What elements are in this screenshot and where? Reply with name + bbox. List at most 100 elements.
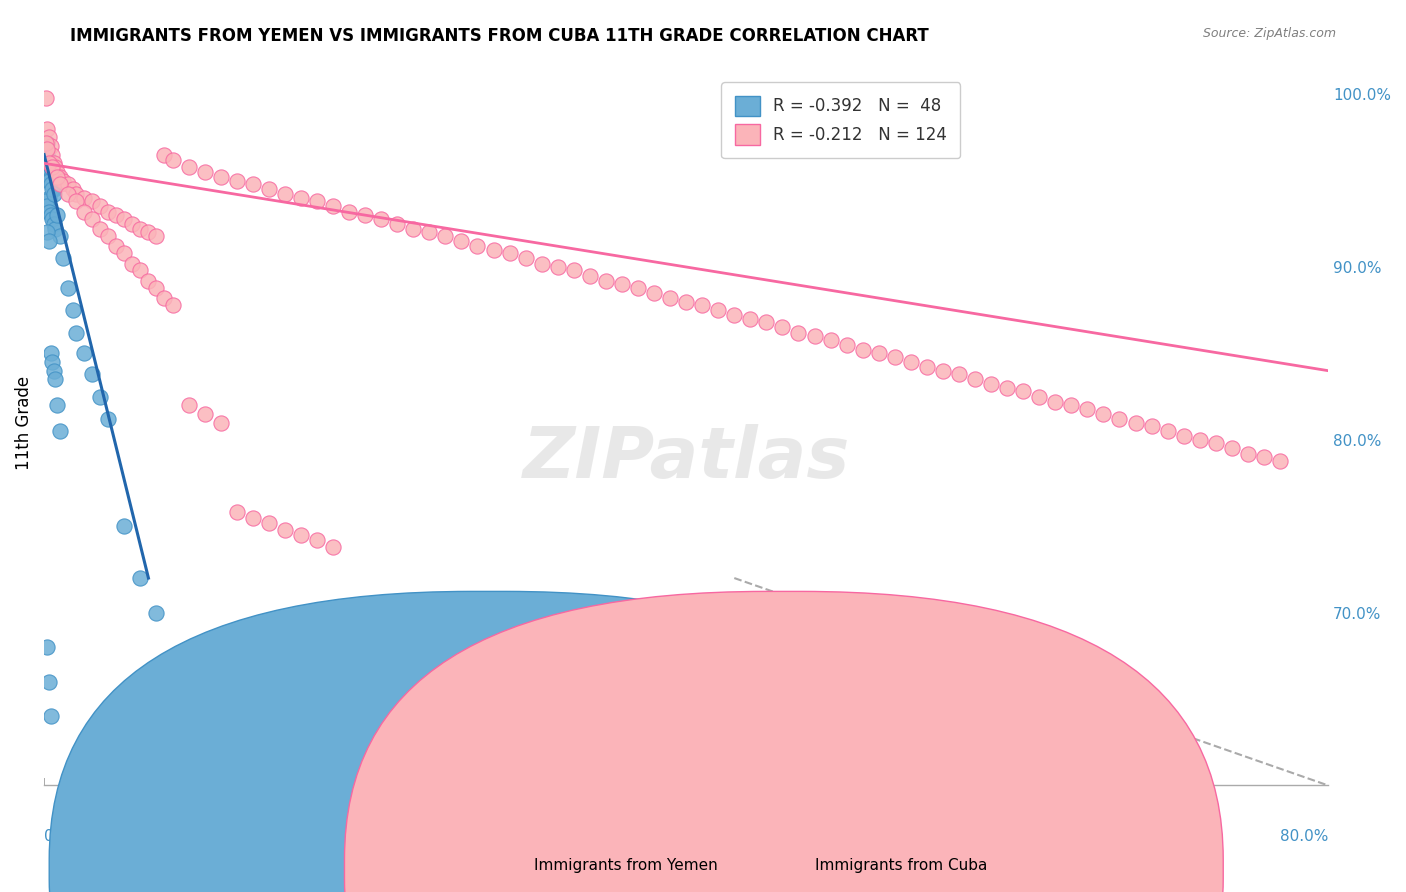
Point: [1205, 436, 1227, 450]
Point: [52, 252, 75, 266]
Point: [41, 182, 63, 196]
Point: [39, 346, 62, 360]
Text: Immigrants from Yemen: Immigrants from Yemen: [534, 858, 718, 872]
Point: [498, 246, 520, 260]
Point: [835, 337, 858, 351]
Point: [35, 143, 58, 157]
Point: [627, 281, 650, 295]
Point: [62, 303, 84, 318]
Point: [38, 153, 60, 167]
Point: [112, 211, 135, 226]
Point: [35, 90, 58, 104]
Point: [42, 217, 65, 231]
Point: [579, 268, 602, 283]
Point: [1188, 433, 1211, 447]
Point: [52, 173, 75, 187]
Point: [138, 226, 160, 240]
Legend: R = -0.392   N =  48, R = -0.212   N = 124: R = -0.392 N = 48, R = -0.212 N = 124: [721, 82, 960, 158]
Text: 80.0%: 80.0%: [1279, 829, 1329, 844]
Point: [1156, 424, 1178, 438]
Point: [145, 281, 167, 295]
Point: [803, 329, 825, 343]
Point: [434, 228, 457, 243]
Point: [62, 182, 84, 196]
Point: [49, 170, 72, 185]
Point: [49, 424, 72, 438]
Point: [1028, 390, 1050, 404]
Point: [97, 204, 120, 219]
Point: [450, 234, 472, 248]
Point: [868, 346, 890, 360]
Point: [44, 160, 66, 174]
Point: [242, 177, 264, 191]
Point: [225, 173, 247, 187]
Point: [1045, 394, 1067, 409]
Point: [194, 407, 217, 421]
Point: [643, 285, 665, 300]
Y-axis label: 11th Grade: 11th Grade: [15, 376, 32, 469]
Point: [39, 160, 62, 174]
Point: [257, 516, 280, 530]
Point: [89, 222, 111, 236]
Point: [900, 355, 922, 369]
Point: [1173, 429, 1195, 443]
Text: IMMIGRANTS FROM YEMEN VS IMMIGRANTS FROM CUBA 11TH GRADE CORRELATION CHART: IMMIGRANTS FROM YEMEN VS IMMIGRANTS FROM…: [70, 27, 929, 45]
Point: [610, 277, 633, 292]
Point: [915, 360, 938, 375]
Point: [274, 523, 297, 537]
Point: [39, 208, 62, 222]
Point: [370, 211, 392, 226]
Point: [49, 177, 72, 191]
Point: [707, 303, 730, 318]
Point: [980, 377, 1002, 392]
Point: [42, 156, 65, 170]
Point: [145, 606, 167, 620]
Text: 0.0%: 0.0%: [44, 829, 83, 844]
Point: [787, 326, 810, 340]
Point: [44, 372, 66, 386]
Point: [1012, 384, 1035, 399]
Point: [46, 165, 69, 179]
Point: [37, 143, 59, 157]
Point: [46, 170, 69, 185]
Point: [1108, 412, 1130, 426]
Point: [73, 346, 96, 360]
Point: [138, 274, 160, 288]
Point: [1125, 416, 1147, 430]
Point: [852, 343, 875, 357]
Point: [42, 187, 65, 202]
Point: [1140, 419, 1163, 434]
Point: [49, 228, 72, 243]
Point: [242, 510, 264, 524]
Point: [73, 204, 96, 219]
Point: [162, 298, 184, 312]
Point: [112, 519, 135, 533]
Point: [1268, 453, 1291, 467]
Point: [82, 211, 104, 226]
Text: ZIPatlas: ZIPatlas: [523, 425, 849, 493]
Point: [42, 364, 65, 378]
Point: [595, 274, 617, 288]
Point: [35, 136, 58, 150]
Point: [209, 416, 232, 430]
Point: [770, 320, 793, 334]
Point: [89, 390, 111, 404]
Point: [46, 398, 69, 412]
Point: [44, 222, 66, 236]
Point: [97, 412, 120, 426]
Point: [723, 309, 745, 323]
Point: [1220, 442, 1243, 456]
Point: [675, 294, 697, 309]
Point: [467, 239, 489, 253]
Point: [883, 350, 905, 364]
Point: [274, 187, 297, 202]
Point: [354, 208, 377, 222]
Point: [41, 160, 63, 174]
Point: [37, 640, 59, 655]
Text: Immigrants from Cuba: Immigrants from Cuba: [815, 858, 988, 872]
Point: [322, 199, 344, 213]
Point: [121, 217, 143, 231]
Point: [820, 333, 842, 347]
Point: [305, 194, 328, 209]
Point: [145, 228, 167, 243]
